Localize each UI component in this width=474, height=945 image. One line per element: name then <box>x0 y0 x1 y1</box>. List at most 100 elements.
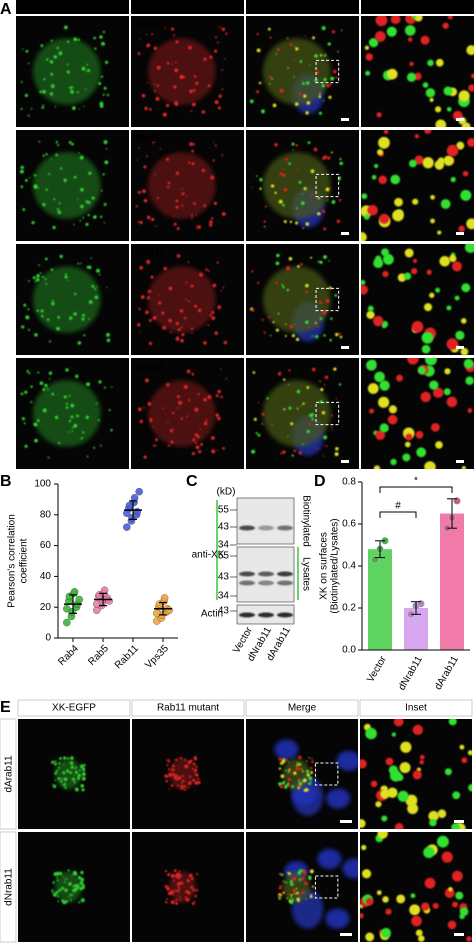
puncta <box>63 880 66 883</box>
puncta <box>338 383 342 386</box>
marker-label: 43 <box>218 606 230 617</box>
puncta <box>252 371 256 374</box>
puncta <box>47 456 50 459</box>
puncta <box>386 26 397 37</box>
marker-label: 55 <box>218 505 230 516</box>
x-tick-label: Rab5 <box>86 643 111 668</box>
y-tick-label: 0.0 <box>342 645 356 656</box>
puncta <box>38 140 41 143</box>
puncta <box>429 380 439 390</box>
puncta <box>287 436 289 438</box>
puncta <box>279 172 283 176</box>
puncta <box>217 416 221 421</box>
puncta <box>86 382 91 387</box>
cell-body <box>54 871 82 903</box>
puncta <box>140 295 145 299</box>
puncta <box>80 898 85 903</box>
puncta <box>90 257 92 259</box>
puncta <box>56 879 59 882</box>
puncta <box>110 429 113 432</box>
bar <box>440 513 464 650</box>
puncta <box>176 872 180 876</box>
puncta <box>304 881 308 886</box>
puncta <box>69 898 72 901</box>
puncta <box>41 106 44 109</box>
puncta <box>263 331 266 334</box>
puncta <box>191 451 196 456</box>
puncta <box>308 875 312 879</box>
puncta <box>143 198 148 203</box>
puncta <box>311 413 315 416</box>
puncta <box>57 144 60 147</box>
puncta <box>412 770 422 780</box>
puncta <box>81 788 85 792</box>
scale-bar <box>341 118 349 121</box>
nucleus <box>292 784 317 805</box>
band <box>239 525 255 531</box>
puncta <box>335 76 338 79</box>
puncta <box>309 869 314 874</box>
inset-box <box>315 59 340 84</box>
puncta <box>291 142 295 146</box>
puncta <box>255 432 258 435</box>
puncta <box>207 394 212 399</box>
puncta <box>195 445 200 450</box>
puncta <box>388 405 397 414</box>
puncta <box>142 189 146 194</box>
puncta <box>287 771 290 774</box>
puncta <box>173 34 175 37</box>
y-tick-label: 60 <box>40 540 52 551</box>
puncta <box>184 896 187 899</box>
puncta <box>314 54 318 58</box>
puncta <box>174 774 178 778</box>
puncta <box>323 255 327 259</box>
micrograph <box>361 130 474 241</box>
puncta <box>432 387 444 398</box>
puncta <box>261 412 265 416</box>
puncta <box>394 197 403 207</box>
puncta <box>73 872 78 876</box>
puncta <box>55 890 59 894</box>
puncta <box>385 757 394 766</box>
puncta <box>269 334 272 337</box>
puncta <box>455 891 464 900</box>
puncta <box>72 889 77 893</box>
puncta <box>329 187 331 190</box>
micrograph <box>51 756 86 792</box>
puncta <box>314 322 317 325</box>
puncta <box>216 41 219 44</box>
puncta <box>70 765 74 769</box>
puncta <box>173 85 177 89</box>
puncta <box>63 782 66 785</box>
puncta <box>175 171 180 175</box>
puncta <box>296 891 299 895</box>
puncta <box>81 772 86 777</box>
puncta <box>37 371 40 374</box>
column-header: XK-EGFP <box>52 703 96 714</box>
puncta <box>452 791 461 800</box>
puncta <box>407 358 419 365</box>
puncta <box>148 318 152 322</box>
puncta <box>94 47 97 50</box>
puncta <box>207 84 211 88</box>
puncta <box>77 38 81 42</box>
puncta <box>58 888 61 891</box>
puncta <box>223 340 228 345</box>
puncta <box>36 419 40 423</box>
puncta <box>99 215 103 218</box>
micrograph <box>164 755 201 791</box>
puncta <box>187 399 191 402</box>
puncta <box>275 328 279 332</box>
puncta <box>256 90 260 94</box>
puncta <box>168 788 171 790</box>
puncta <box>151 217 155 222</box>
puncta <box>82 769 85 772</box>
puncta <box>176 254 181 258</box>
puncta <box>306 773 310 777</box>
puncta <box>298 869 303 873</box>
puncta <box>259 187 262 190</box>
nucleus <box>274 739 299 760</box>
puncta <box>156 197 159 200</box>
scale-bar <box>456 346 464 349</box>
puncta <box>152 426 154 428</box>
